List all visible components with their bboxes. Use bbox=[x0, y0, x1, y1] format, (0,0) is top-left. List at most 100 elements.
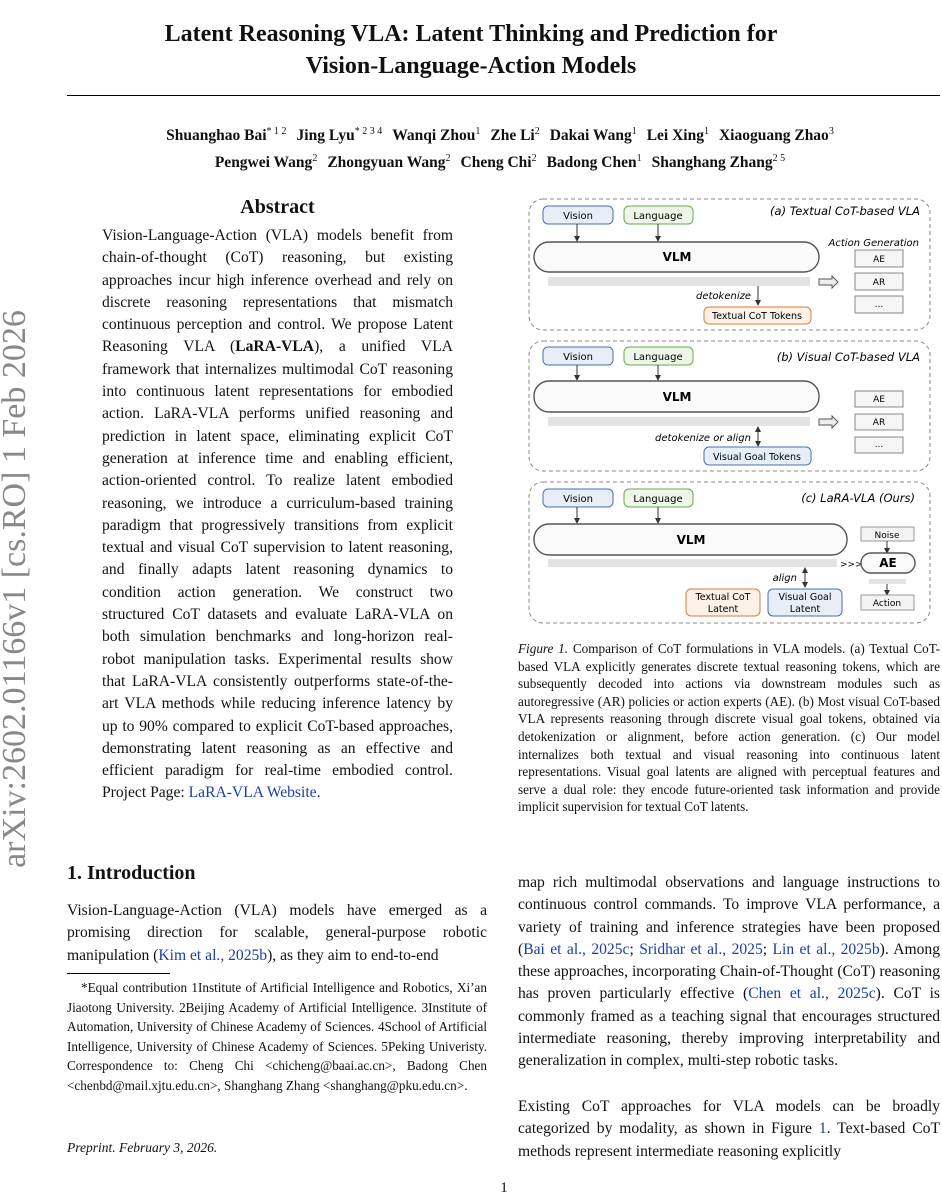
language-label: Language bbox=[633, 352, 682, 363]
more-label: ... bbox=[875, 440, 884, 450]
citation-link[interactable]: Chen et al., 2025c bbox=[748, 985, 876, 1003]
author-name: Dakai Wang bbox=[549, 127, 632, 145]
ae-label: AE bbox=[879, 556, 896, 570]
figure-reference-link[interactable]: 1 bbox=[818, 1120, 827, 1138]
author-name: Zhongyuan Wang bbox=[327, 154, 446, 172]
page-number: 1 bbox=[500, 1180, 508, 1196]
vision-label: Vision bbox=[563, 211, 593, 222]
textual-cot-tokens-box bbox=[703, 306, 812, 325]
visual-goal-tokens-label: Visual Goal Tokens bbox=[713, 452, 801, 463]
panel-a: (a) Textual CoT-based VLA Vision Languag… bbox=[528, 198, 931, 331]
footnote-rule bbox=[67, 973, 170, 974]
detokenize-or-align-label: detokenize or align bbox=[655, 433, 751, 444]
visual-goal-latent-label-2: Latent bbox=[790, 604, 821, 615]
author-name: Badong Chen bbox=[546, 154, 637, 172]
citation-link[interactable]: Bai et al., 2025c bbox=[523, 940, 630, 958]
preprint-date: Preprint. February 3, 2026. bbox=[67, 1140, 218, 1155]
title-line-1: Latent Reasoning VLA: Latent Thinking an… bbox=[164, 21, 778, 47]
intro-paragraph-right-2: Existing CoT approaches for VLA models c… bbox=[518, 1098, 940, 1160]
author-name: Zhe Li bbox=[490, 127, 535, 145]
textual-cot-tokens-label: Textual CoT Tokens bbox=[711, 311, 802, 322]
citation-link[interactable]: Lin et al., 2025b bbox=[772, 940, 880, 958]
footnote: *Equal contribution 1Institute of Artifi… bbox=[67, 980, 487, 1093]
intro-paragraph-1: Vision-Language-Action (VLA) models have… bbox=[67, 902, 487, 964]
arrow-icon bbox=[818, 274, 839, 290]
detokenize-label: detokenize bbox=[696, 291, 751, 302]
author-affiliation: 2 5 bbox=[772, 153, 786, 165]
author-affiliation: 1 bbox=[475, 126, 481, 137]
ar-label: AR bbox=[873, 278, 885, 288]
author-affiliation: 2 bbox=[312, 153, 318, 165]
vision-label: Vision bbox=[563, 494, 593, 505]
author-name: Pengwei Wang bbox=[214, 154, 313, 172]
panel-c-title: (c) LaRA-VLA (Ours) bbox=[801, 491, 915, 505]
author-affiliation: 2 bbox=[534, 126, 540, 137]
panel-b-title: (b) Visual CoT-based VLA bbox=[777, 350, 920, 364]
author-affiliation: * 2 3 4 bbox=[354, 126, 383, 137]
author: Dakai Wang1 bbox=[549, 126, 637, 145]
author-affiliation: 1 bbox=[703, 126, 709, 137]
author: Cheng Chi2 bbox=[460, 153, 537, 172]
author: Jing Lyu* 2 3 4 bbox=[296, 126, 383, 145]
author-name: Jing Lyu bbox=[296, 127, 355, 145]
vision-box bbox=[542, 205, 614, 225]
vision-label: Vision bbox=[563, 352, 593, 363]
author-list: Shuanghao Bai* 1 2 Jing Lyu* 2 3 4 Wanqi Z… bbox=[60, 120, 940, 174]
noise-label: Noise bbox=[875, 531, 900, 541]
author-affiliation: 2 bbox=[445, 153, 451, 165]
more-label: ... bbox=[875, 300, 884, 310]
abstract-text: Vision-Language-Action (VLA) models bene… bbox=[102, 227, 453, 802]
author-name: Xiaoguang Zhao bbox=[718, 127, 829, 145]
action-generation-label: Action Generation bbox=[828, 238, 919, 249]
ae-label: AE bbox=[873, 395, 885, 405]
visual-goal-latent-label: Visual Goal bbox=[778, 592, 831, 603]
panel-b: (b) Visual CoT-based VLA Vision Language… bbox=[528, 340, 931, 472]
abstract-heading: Abstract bbox=[240, 196, 315, 218]
panel-c: (c) LaRA-VLA (Ours) Vision Language VLM … bbox=[528, 481, 931, 624]
ae-label: AE bbox=[873, 255, 885, 265]
author-name: Lei Xing bbox=[646, 127, 704, 145]
author-affiliation: 2 bbox=[531, 153, 537, 165]
token-bar bbox=[548, 277, 810, 286]
author: Badong Chen1 bbox=[546, 153, 642, 172]
chevrons-label: >>> bbox=[840, 560, 863, 570]
textual-cot-latent-label-2: Latent bbox=[708, 604, 739, 615]
author-name: Shuanghao Bai bbox=[166, 127, 267, 145]
figure-1-caption: Figure 1. Comparison of CoT formulations… bbox=[518, 641, 941, 815]
vlm-block bbox=[533, 241, 820, 273]
language-label: Language bbox=[633, 494, 682, 505]
top-rule bbox=[67, 95, 940, 96]
author: Wanqi Zhou1 bbox=[392, 126, 481, 145]
figure-1-diagram: (a) Textual CoT-based VLA Vision Languag… bbox=[528, 198, 931, 624]
author: Lei Xing1 bbox=[646, 126, 709, 145]
author: Zhongyuan Wang2 bbox=[327, 153, 451, 172]
intro-paragraph-right-1: map rich multimodal observations and lan… bbox=[518, 874, 941, 1070]
introduction-heading: 1. Introduction bbox=[67, 862, 196, 884]
author-affiliation: 1 bbox=[631, 126, 637, 137]
project-page-link[interactable]: LaRA-VLA Website bbox=[188, 784, 317, 802]
author-affiliation: 3 bbox=[828, 126, 834, 137]
author: Shuanghao Bai* 1 2 bbox=[166, 126, 287, 145]
vlm-label: VLM bbox=[663, 390, 692, 404]
author-name: Wanqi Zhou bbox=[392, 127, 476, 145]
vlm-label: VLM bbox=[677, 533, 706, 547]
language-label: Language bbox=[633, 211, 682, 222]
author-name: Cheng Chi bbox=[460, 154, 532, 172]
arrow-icon bbox=[818, 414, 839, 430]
textual-cot-latent-label: Textual CoT bbox=[695, 592, 751, 603]
author: Shanghang Zhang2 5 bbox=[651, 153, 786, 172]
author-affiliation: 1 bbox=[636, 153, 642, 165]
author: Pengwei Wang2 bbox=[214, 153, 318, 172]
align-label: align bbox=[773, 573, 797, 584]
author-name: Shanghang Zhang bbox=[651, 154, 773, 172]
paper-title: Latent Reasoning VLA: Latent Thinking an… bbox=[0, 18, 942, 82]
vlm-label: VLM bbox=[663, 250, 692, 264]
author: Xiaoguang Zhao3 bbox=[718, 126, 834, 145]
author-affiliation: * 1 2 bbox=[266, 126, 287, 137]
title-line-2: Vision-Language-Action Models bbox=[305, 53, 637, 79]
ar-label: AR bbox=[873, 418, 885, 428]
citation-link[interactable]: Sridhar et al., 2025 bbox=[639, 940, 763, 958]
panel-a-title: (a) Textual CoT-based VLA bbox=[770, 204, 920, 218]
citation-link[interactable]: Kim et al., 2025b bbox=[158, 946, 268, 964]
arxiv-identifier: arXiv:2602.01166v1 [cs.RO] 1 Feb 2026 bbox=[0, 310, 33, 868]
